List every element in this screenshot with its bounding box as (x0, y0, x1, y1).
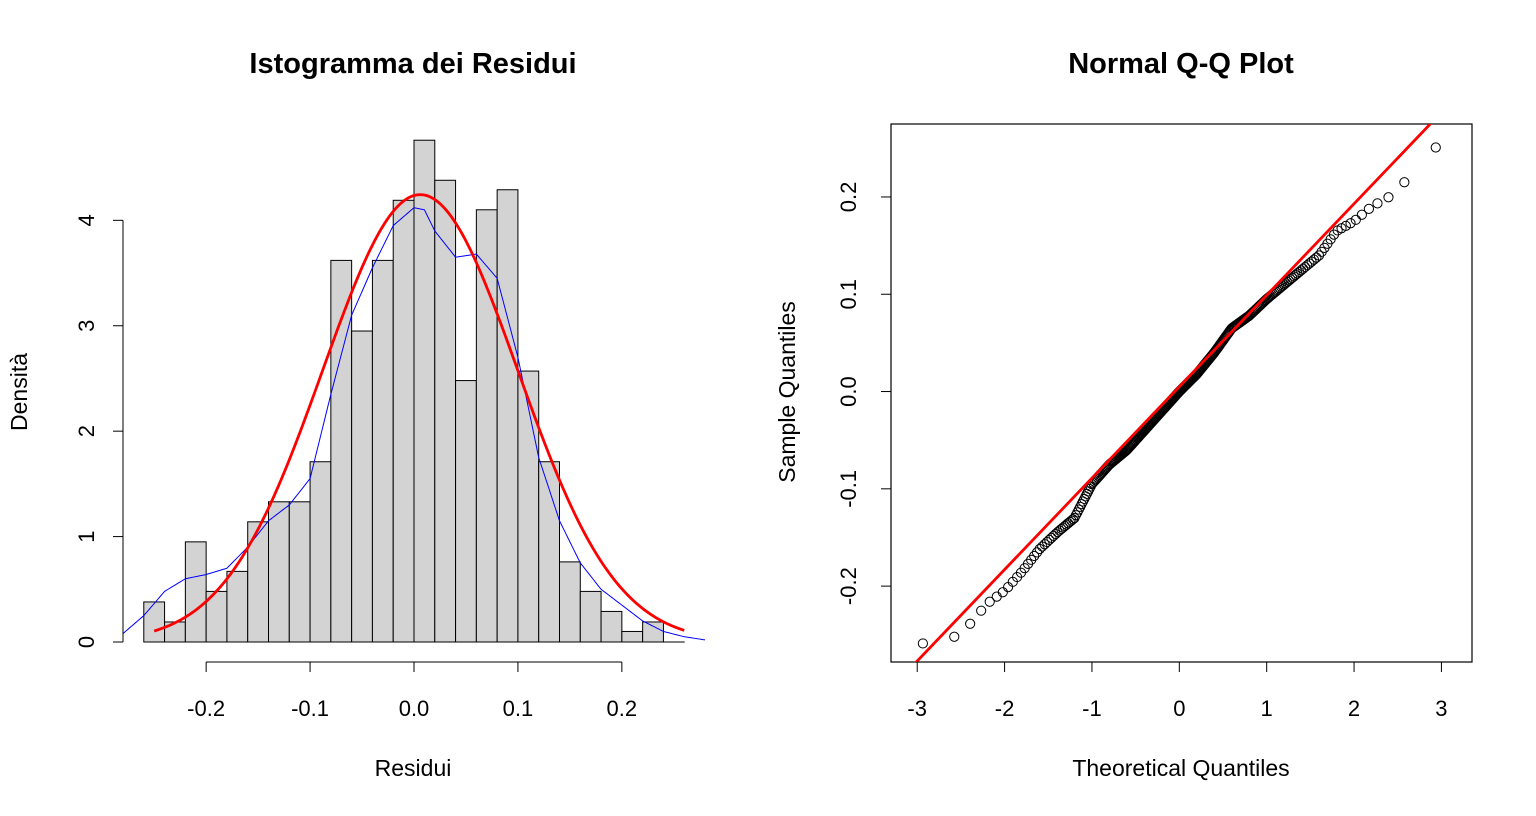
qq-y-tick-label: 0.0 (836, 376, 861, 407)
histogram-x-tick-label: 0.2 (607, 696, 638, 721)
histogram-x-tick-label: -0.2 (187, 696, 225, 721)
histogram-x-tick-label: 0.0 (399, 696, 430, 721)
qq-y-axis: -0.2 -0.1 0.0 0.1 0.2 (836, 182, 891, 605)
qq-x-axis-label: Theoretical Quantiles (1072, 755, 1289, 781)
qq-point (997, 587, 1008, 598)
qq-point (1345, 218, 1356, 229)
qq-x-axis: -3 -2 -1 0 1 2 3 (907, 661, 1448, 721)
histogram-y-axis: 0 1 2 3 4 (74, 214, 124, 648)
histogram-y-tick-label: 2 (74, 425, 99, 437)
histogram-bar (143, 601, 166, 643)
qq-point (984, 596, 995, 607)
histogram-bar (579, 590, 602, 643)
histogram-title: Istogramma dei Residui (249, 48, 576, 80)
histogram-y-tick-label: 0 (74, 636, 99, 648)
histogram-bar (226, 570, 249, 643)
qq-x-tick-label: 2 (1348, 696, 1360, 721)
qq-y-tick-label: 0.1 (836, 279, 861, 310)
histogram-bar (517, 370, 540, 643)
histogram-panel: Istogramma dei Residui Residui Densità -… (6, 48, 706, 781)
histogram-bar (392, 199, 415, 643)
qq-point (965, 618, 976, 629)
qq-point (1340, 220, 1351, 231)
qq-point (1383, 192, 1394, 203)
histogram-x-tick-label: 0.1 (503, 696, 534, 721)
qq-x-tick-label: -1 (1082, 696, 1102, 721)
qq-point (1311, 252, 1322, 263)
qq-x-tick-label: 0 (1173, 696, 1185, 721)
histogram-y-tick-label: 3 (74, 320, 99, 332)
histogram-bar (268, 501, 290, 643)
qq-point (1029, 550, 1040, 562)
qq-points (917, 142, 1441, 649)
qq-point (1072, 507, 1083, 518)
histogram-bar (642, 621, 664, 643)
qq-point (1356, 209, 1367, 220)
normal-curve (153, 193, 685, 633)
qq-point (1350, 214, 1361, 225)
qq-point (1075, 501, 1086, 512)
histogram-x-axis-label: Residui (375, 755, 452, 781)
histogram-bar (184, 541, 207, 643)
histogram-x-tick-label: -0.1 (291, 696, 329, 721)
histogram-x-axis: -0.2 -0.1 0.0 0.1 0.2 (187, 661, 638, 721)
histogram-bar (351, 330, 373, 643)
qq-point (1076, 499, 1087, 510)
qq-x-tick-label: -3 (907, 696, 927, 721)
qq-y-axis-label: Sample Quantiles (774, 301, 800, 483)
qq-title: Normal Q-Q Plot (1068, 48, 1294, 80)
qq-point (917, 638, 928, 649)
histogram-y-axis-label: Densità (6, 353, 32, 431)
qq-point (1069, 512, 1080, 524)
qq-reference-line (914, 124, 1433, 662)
qq-point (1399, 177, 1410, 188)
histogram-bar (309, 461, 332, 643)
histogram-bar (434, 179, 457, 643)
histogram-bar (559, 561, 581, 643)
qq-y-tick-label: -0.2 (836, 567, 861, 605)
qq-point (1031, 547, 1043, 558)
qq-x-tick-label: 3 (1435, 696, 1447, 721)
qq-y-tick-label: 0.2 (836, 182, 861, 213)
qq-point (991, 591, 1002, 602)
histogram-bar (496, 189, 519, 643)
qq-point (1313, 250, 1325, 261)
histogram-bar (413, 139, 436, 643)
qq-point (1430, 142, 1441, 153)
qq-point (1048, 530, 1059, 541)
qq-y-tick-label: -0.1 (836, 470, 861, 508)
histogram-bar (288, 501, 311, 643)
qq-point (1002, 581, 1014, 593)
qq-point (1363, 203, 1375, 214)
kde-curve (122, 207, 706, 641)
histogram-curves (122, 193, 706, 641)
qq-x-tick-label: 1 (1261, 696, 1273, 721)
qq-point (949, 631, 960, 642)
histogram-bar (600, 610, 623, 643)
qq-point (1084, 483, 1095, 495)
qq-point (1070, 510, 1082, 521)
qq-x-tick-label: -2 (995, 696, 1015, 721)
qq-panel: Normal Q-Q Plot Theoretical Quantiles Sa… (774, 48, 1473, 781)
histogram-y-tick-label: 1 (74, 530, 99, 542)
qq-point (1372, 198, 1383, 209)
histogram-bars (143, 139, 685, 643)
qq-point (976, 605, 987, 616)
histogram-bar (621, 630, 644, 643)
histogram-y-tick-label: 4 (74, 214, 99, 226)
histogram-bar (455, 380, 477, 643)
qq-line (914, 124, 1433, 662)
histogram-bar (538, 461, 561, 643)
qq-point (1073, 504, 1084, 515)
histogram-bar (371, 259, 394, 643)
qq-point (1026, 554, 1037, 565)
